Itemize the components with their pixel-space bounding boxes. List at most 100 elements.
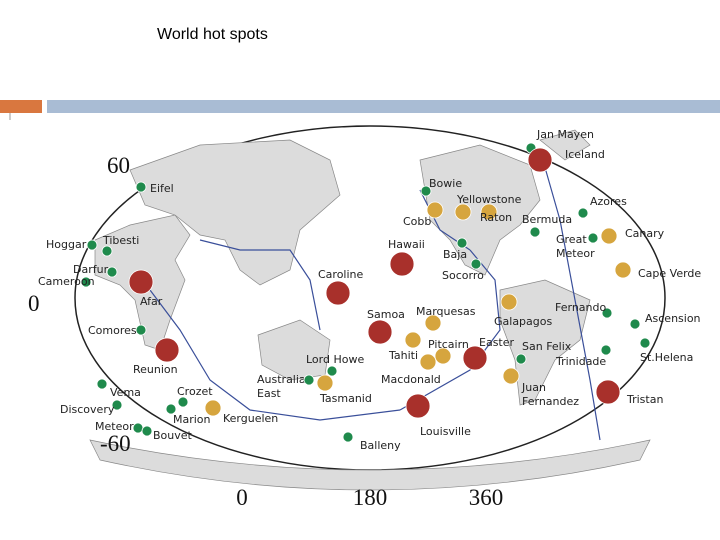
hotspot-label: Tasmanid [319,392,372,405]
hotspot-dot [502,367,520,385]
hotspot-dot [529,226,541,238]
hotspot-dot [204,399,222,417]
hotspot-label: Marquesas [416,305,476,318]
hotspot-label: Macdonald [381,373,441,386]
hotspot-dot [480,203,498,221]
hotspot-label: Lord Howe [306,353,364,366]
latitude-label: -60 [100,431,131,456]
hotspot-dot [111,399,123,411]
hotspot-dot [614,261,632,279]
hotspot-dot [389,251,415,277]
hotspot-label: Great [556,233,587,246]
hotspot-label: Socorro [442,269,484,282]
hotspot-label: Iceland [565,148,605,161]
hotspot-label: Afar [140,295,163,308]
hotspot-dot [141,425,153,437]
hotspot-label: Caroline [318,268,364,281]
hotspot-dot [601,307,613,319]
hotspot-label: Crozet [177,385,213,398]
hotspot-dot [404,331,422,349]
hotspot-label: Baja [443,248,467,261]
hotspot-label: Meteor [95,420,134,433]
hotspot-dot [326,365,338,377]
hotspot-dot [527,147,553,173]
hotspot-label: Trinidade [555,355,606,368]
hotspot-dot [303,374,315,386]
hotspot-label: Cape Verde [638,267,701,280]
hotspot-dot [426,201,444,219]
hotspot-dot [500,293,518,311]
hotspot-label: Cameroon [38,275,95,288]
hotspot-dot [96,378,108,390]
hotspot-label: Fernandez [522,395,579,408]
slide-title: World hot spots [157,26,268,43]
hotspot-dot [135,181,147,193]
hotspot-label: Yellowstone [456,193,522,206]
hotspot-dot [577,207,589,219]
hotspot-dot [132,422,144,434]
hotspot-label: Easter [479,336,515,349]
longitude-label: 180 [353,485,388,510]
hotspot-label: Marion [173,413,211,426]
hotspot-label: Azores [590,195,627,208]
hotspot-dot [86,239,98,251]
hotspot-label: Kerguelen [223,412,278,425]
hotspot-dot [639,337,651,349]
hotspot-label: Cobb [403,215,431,228]
hotspot-dot [419,353,437,371]
hotspot-label: Bermuda [522,213,572,226]
hotspot-dot [456,237,468,249]
hotspot-label: Meteor [556,247,595,260]
hotspot-dot [177,396,189,408]
hotspot-label: Reunion [133,363,178,376]
hotspot-dot [600,344,612,356]
latitude-label: 60 [107,153,130,178]
hotspot-label: Vema [110,386,141,399]
hotspot-dot [106,266,118,278]
continents [89,129,651,491]
hotspot-label: Pitcairn [428,338,469,351]
hotspot-dot [515,353,527,365]
header-bar [47,100,720,113]
hotspot-label: Canary [625,227,665,240]
hotspot-dot [405,393,431,419]
hotspot-dot [454,203,472,221]
hotspot-dot [101,245,113,257]
hotspot-label: Discovery [60,403,115,416]
hotspot-label: Eifel [150,182,174,195]
hotspot-dot [420,185,432,197]
hotspot-label: Raton [480,211,512,224]
hotspot-label: Tristan [626,393,663,406]
hotspot-dot [316,374,334,392]
latitude-label: 0 [28,291,40,316]
hotspot-label: Jan Mayen [536,128,594,141]
hotspot-label: Galapagos [494,315,552,328]
hotspot-label: Fernando [555,301,606,314]
hotspot-dot [629,318,641,330]
hotspot-dot [80,276,92,288]
hotspot-label: Bouvet [153,429,193,442]
hotspot-label: Bowie [429,177,462,190]
hotspot-label: Comores [88,324,137,337]
hotspot-dot [424,314,442,332]
hotspot-label: Balleny [360,439,401,452]
hotspot-dot [342,431,354,443]
longitude-label: 0 [236,485,248,510]
hotspot-dot [462,345,488,371]
hotspot-label: Hoggar [46,238,87,251]
hotspot-label: St.Helena [640,351,693,364]
hotspot-dot [587,232,599,244]
hotspot-dot [367,319,393,345]
hotspot-label: Tibesti [102,234,139,247]
longitude-label: 360 [469,485,504,510]
hotspot-dot [154,337,180,363]
hotspot-label: Ascension [645,312,701,325]
hotspot-label: Samoa [367,308,405,321]
hotspot-dot [325,280,351,306]
hotspot-label: San Felix [522,340,572,353]
hotspot-dot [128,269,154,295]
hotspot-dot [165,403,177,415]
hotspot-dot [434,347,452,365]
